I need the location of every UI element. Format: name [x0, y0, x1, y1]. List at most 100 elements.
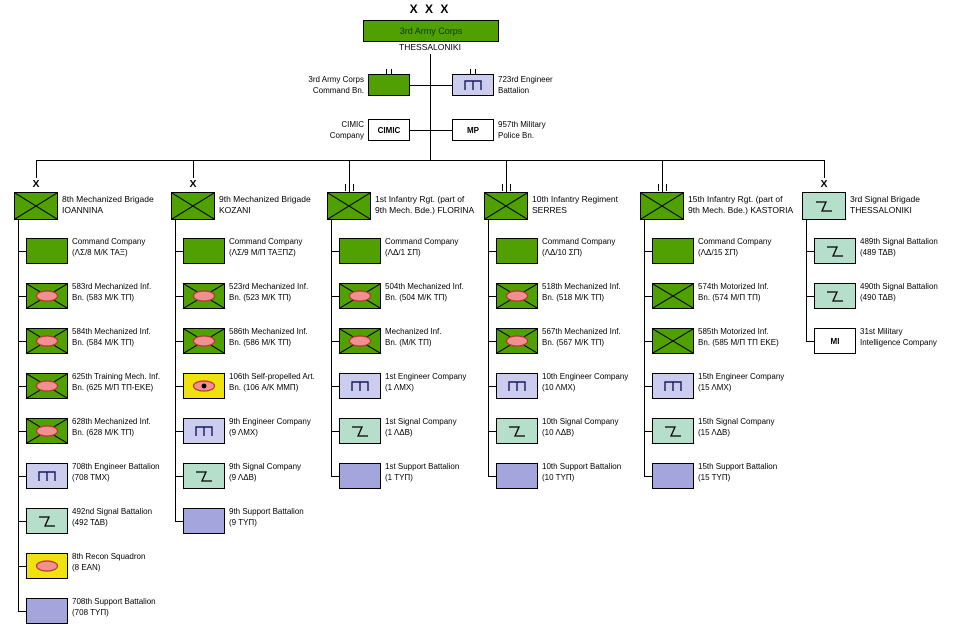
unit-symbol-hq — [26, 238, 68, 264]
unit-designation: (ΛΔ/1 ΣΠ) — [385, 247, 421, 257]
unit-name: 708th Engineer Battalion — [72, 462, 160, 471]
unit-symbol-mech — [26, 418, 68, 444]
connector-line — [410, 130, 452, 131]
brigade-symbol — [327, 192, 371, 220]
unit-name: 1st Signal Company — [385, 417, 457, 426]
unit-name: 15th Signal Company — [698, 417, 775, 426]
unit-name: 585th Motorized Inf. — [698, 327, 769, 336]
unit-label: 567th Mechanized Inf. Bn. (567 Μ/Κ ΤΠ) — [542, 327, 642, 348]
child-stub-line — [175, 476, 183, 477]
child-stub-line — [488, 251, 496, 252]
brigade-location: 9th Mech. Bde.) FLORINA — [375, 205, 475, 215]
mechanized-infantry-icon — [340, 284, 380, 308]
child-stub-line — [644, 251, 652, 252]
unit-symbol-mech — [496, 283, 538, 309]
child-stub-line — [488, 476, 496, 477]
engineer-icon — [38, 471, 56, 481]
brigade-label: 15th Infantry Rgt. (part of 9th Mech. Bde… — [688, 194, 804, 216]
unit-name: 9th Signal Company — [229, 462, 302, 471]
unit-name: 504th Mechanized Inf. — [385, 282, 464, 291]
mechanized-infantry-icon — [497, 284, 537, 308]
unit-name: 3rd Army Corps — [308, 75, 364, 84]
unit-symbol-sig — [652, 418, 694, 444]
unit-label: 586th Mechanized Inf. Bn. (586 Μ/Κ ΤΠ) — [229, 327, 329, 348]
brigade-size-symbol: X — [820, 178, 828, 190]
unit-symbol-sup — [26, 598, 68, 624]
mechanized-infantry-icon — [27, 374, 67, 398]
unit-label: 9th Engineer Company (9 ΛΜΧ) — [229, 417, 329, 438]
brigade-location: IOANNINA — [62, 205, 104, 215]
unit-name: Command Company — [542, 237, 616, 246]
unit-symbol-sig — [814, 238, 856, 264]
unit-symbol-eng — [652, 373, 694, 399]
unit-name: Mechanized Inf. — [385, 327, 442, 336]
regiment-size-tick — [349, 184, 350, 191]
brigade-symbol — [484, 192, 528, 220]
unit-symbol-sup — [339, 463, 381, 489]
unit-label: 15th Support Battalion (15 ΤΥΠ) — [698, 462, 798, 483]
child-stub-line — [488, 341, 496, 342]
unit-designation: Bn. (584 Μ/Κ ΤΠ) — [72, 337, 135, 347]
unit-label: 1st Engineer Company (1 ΛΜΧ) — [385, 372, 485, 393]
unit-label: Command Company (ΛΔ/10 ΣΠ) — [542, 237, 642, 258]
unit-label: 1st Support Battalion (1 ΤΥΠ) — [385, 462, 485, 483]
unit-label: Mechanized Inf. Bn. (Μ/Κ ΤΠ) — [385, 327, 485, 348]
brigade-label: 3rd Signal Brigade THESSALONIKI — [850, 194, 960, 216]
child-stub-line — [175, 431, 183, 432]
infantry-cross-icon — [653, 284, 693, 308]
unit-designation: (10 ΤΥΠ) — [542, 472, 575, 482]
engineer-icon — [464, 80, 482, 90]
unit-designation: (708 ΤΜΧ) — [72, 472, 110, 482]
unit-designation: Bn. (574 Μ/Π ΤΠ) — [698, 292, 761, 302]
unit-name: 8th Recon Squadron — [72, 552, 146, 561]
unit-designation: Command Bn. — [312, 85, 364, 95]
branch-drop-line — [36, 160, 37, 178]
unit-name: 518th Mechanized Inf. — [542, 282, 621, 291]
brigade-symbol — [171, 192, 215, 220]
unit-designation: (492 ΤΔΒ) — [72, 517, 108, 527]
child-stub-line — [18, 296, 26, 297]
battalion-size-tick — [391, 69, 392, 74]
unit-label: 584th Mechanized Inf. Bn. (584 Μ/Κ ΤΠ) — [72, 327, 172, 348]
corps-box: 3rd Army Corps — [363, 20, 499, 42]
unit-label: 10th Signal Company (10 ΛΔΒ) — [542, 417, 642, 438]
battalion-size-tick — [475, 69, 476, 74]
cimic-company-symbol: CIMIC — [368, 119, 410, 141]
unit-designation: (15 ΛΔΒ) — [698, 427, 731, 437]
engineer-icon — [351, 381, 369, 391]
unit-designation: (708 ΤΥΠ) — [72, 607, 109, 617]
regiment-size-tick — [666, 184, 667, 191]
unit-name: Command Company — [229, 237, 303, 246]
unit-symbol-sup — [496, 463, 538, 489]
unit-name: 10th Engineer Company — [542, 372, 629, 381]
unit-designation: Bn. (583 Μ/Κ ΤΠ) — [72, 292, 135, 302]
brigade-symbol — [802, 192, 846, 220]
child-stub-line — [806, 341, 814, 342]
child-stub-line — [806, 296, 814, 297]
unit-designation: (1 ΛΔΒ) — [385, 427, 413, 437]
unit-symbol-sig — [183, 463, 225, 489]
unit-symbol-mech — [183, 283, 225, 309]
child-stub-line — [331, 251, 339, 252]
unit-symbol-hq — [339, 238, 381, 264]
unit-name: 628th Mechanized Inf. — [72, 417, 151, 426]
unit-symbol-inf — [652, 328, 694, 354]
signal-flash-icon — [816, 201, 832, 212]
attachment-label: 957th Military Police Bn. — [498, 120, 618, 141]
unit-name: 492nd Signal Battalion — [72, 507, 153, 516]
unit-symbol-hq — [496, 238, 538, 264]
unit-name: 584th Mechanized Inf. — [72, 327, 151, 336]
branch-drop-line — [824, 160, 825, 178]
unit-symbol-sig — [26, 508, 68, 534]
unit-symbol-recon — [26, 553, 68, 579]
unit-symbol-eng — [339, 373, 381, 399]
child-stub-line — [18, 251, 26, 252]
signal-flash-icon — [196, 471, 212, 482]
military-police-symbol: MP — [452, 119, 494, 141]
unit-symbol-sup — [652, 463, 694, 489]
unit-designation: (489 ΤΔΒ) — [860, 247, 896, 257]
unit-designation: (10 ΛΔΒ) — [542, 427, 575, 437]
unit-label: 708th Support Battalion (708 ΤΥΠ) — [72, 597, 172, 618]
regiment-size-tick — [353, 184, 354, 191]
battalion-size-tick — [470, 69, 471, 74]
